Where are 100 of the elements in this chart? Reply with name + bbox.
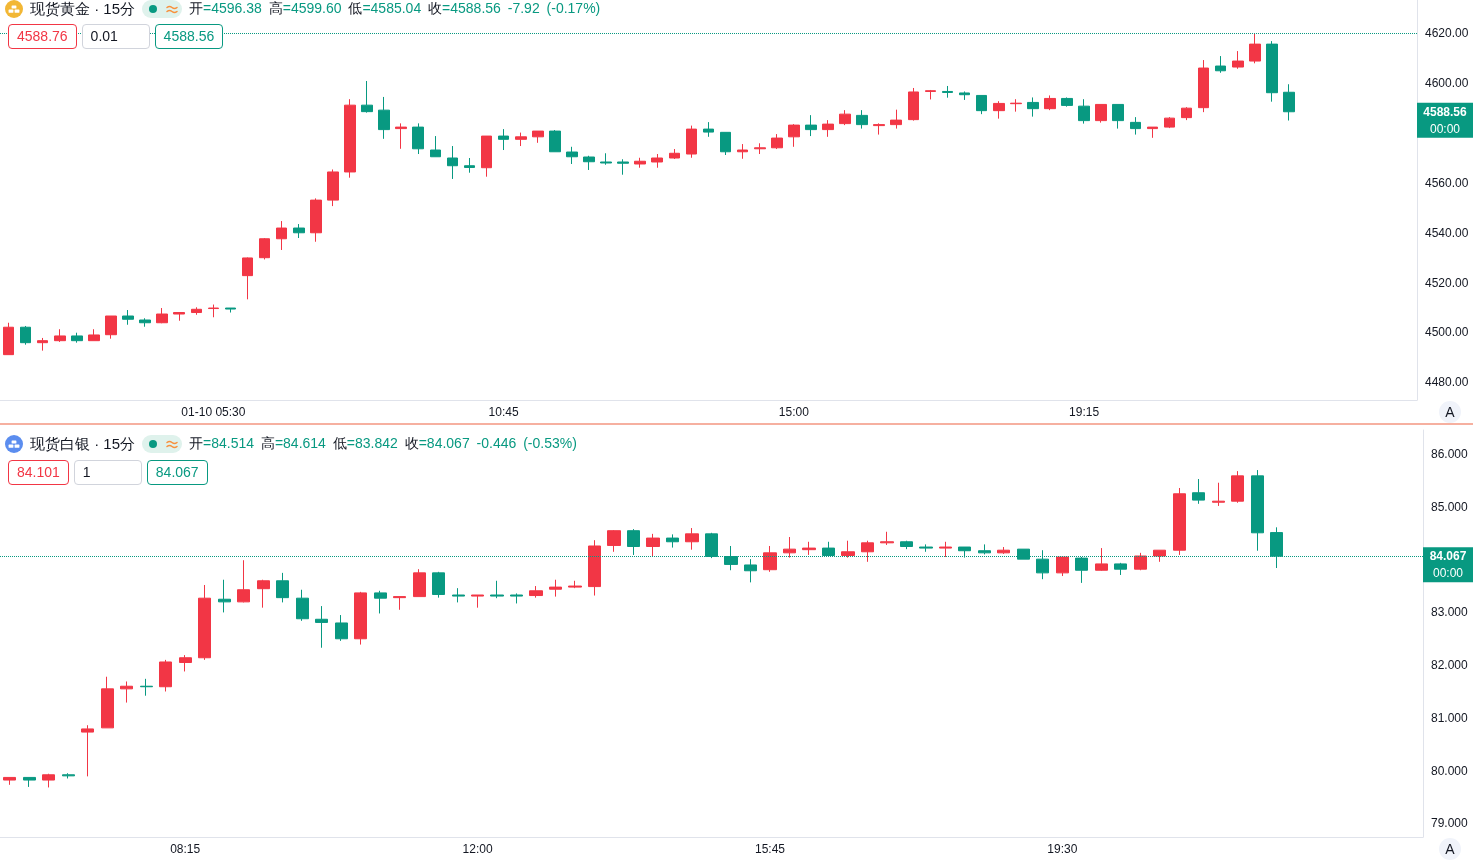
candlestick: [361, 80, 373, 114]
candlestick: [159, 659, 172, 692]
candlestick: [140, 678, 153, 697]
candlestick: [374, 590, 387, 614]
chart-title: 现货黄金 · 15分: [30, 0, 136, 19]
y-tick-label: 4560.00: [1425, 175, 1469, 190]
price-field: 84.067: [146, 460, 208, 485]
candlestick: [237, 559, 250, 603]
candlestick: [841, 540, 855, 559]
y-tick-label: 80.000: [1431, 763, 1469, 778]
candlestick: [802, 541, 816, 556]
price-field: 4588.76: [8, 24, 77, 49]
candlestick: [1010, 98, 1022, 113]
candlestick: [1153, 549, 1166, 563]
candlestick: [783, 536, 796, 559]
candlestick: [413, 568, 426, 598]
candlestick: [395, 122, 407, 150]
x-tick-label: 19:30: [1047, 842, 1078, 856]
candlestick: [549, 579, 562, 598]
text: 00:00: [1432, 566, 1464, 581]
y-tick-label: 4520.00: [1425, 275, 1469, 290]
candlestick: [191, 306, 202, 316]
y-tick-label: 4540.00: [1425, 225, 1469, 240]
candlestick: [120, 680, 133, 704]
candlestick: [685, 527, 699, 551]
quantity-field: 1: [73, 460, 142, 485]
text: 4588.56: [1423, 104, 1468, 119]
candlestick: [71, 332, 83, 344]
candlestick: [1130, 116, 1141, 136]
candlestick: [744, 558, 757, 583]
candlestick: [634, 157, 646, 169]
candlestick: [1212, 482, 1225, 507]
chart-subtitle: 开=84.514 高=84.614 低=83.842 收=84.067 -0.446 (-0.53%): [189, 435, 577, 453]
candlestick: [393, 596, 406, 611]
candlestick: [549, 129, 561, 153]
candlestick: [276, 572, 289, 603]
candlestick: [890, 109, 902, 130]
text: 00:00: [1429, 121, 1461, 136]
candlestick: [646, 533, 660, 558]
price-field: 4588.56: [154, 24, 224, 49]
candlestick: [179, 654, 192, 672]
candlestick: [498, 128, 509, 151]
candlestick: [23, 776, 36, 788]
candlestick: [588, 539, 601, 597]
candlestick: [1266, 40, 1278, 103]
candlestick: [788, 123, 800, 148]
candlestick: [1249, 32, 1261, 64]
candlestick: [583, 155, 595, 171]
candlestick: [763, 545, 777, 573]
candlestick: [296, 589, 309, 622]
candlestick: [1181, 106, 1192, 121]
candlestick: [1027, 96, 1039, 118]
candlestick: [566, 146, 578, 165]
round-button: A: [1439, 401, 1461, 423]
round-button: A: [1439, 838, 1461, 860]
text: 84.067: [1429, 549, 1467, 564]
candlestick: [532, 130, 544, 144]
candlestick: [62, 772, 75, 779]
candlestick: [959, 90, 970, 101]
candlestick: [1095, 547, 1108, 572]
y-tick-label: 82.000: [1431, 658, 1469, 673]
candlestick: [276, 220, 287, 251]
candlestick: [805, 114, 817, 137]
candlestick: [1044, 94, 1056, 111]
candlestick: [919, 543, 933, 553]
candlestick: [666, 533, 679, 549]
candlestick: [139, 317, 151, 328]
candlestick: [1251, 469, 1264, 552]
candlestick: [1283, 83, 1295, 122]
candlestick: [1215, 55, 1226, 74]
candlestick: [627, 528, 640, 556]
candlestick: [293, 223, 305, 239]
candlestick: [471, 594, 484, 609]
y-tick-label: 4500.00: [1425, 325, 1469, 340]
candlestick: [617, 158, 629, 176]
candlestick: [432, 571, 445, 599]
candlestick: [218, 579, 231, 613]
candlestick: [839, 109, 851, 126]
candlestick: [156, 307, 168, 324]
candlestick: [997, 546, 1010, 555]
y-tick-label: 86.000: [1431, 447, 1469, 462]
y-tick-label: 4480.00: [1425, 375, 1469, 390]
candlestick: [452, 587, 465, 603]
y-tick-label: 79.000: [1431, 816, 1469, 831]
candlestick: [754, 142, 766, 155]
candlestick: [242, 256, 253, 300]
x-tick-label: 10:45: [488, 405, 519, 419]
candlestick: [88, 328, 100, 342]
candlestick: [515, 132, 527, 147]
candlestick: [607, 529, 621, 553]
candlestick: [1056, 556, 1069, 577]
candlestick: [259, 237, 270, 260]
candlestick: [1147, 126, 1158, 139]
x-tick-label: 19:15: [1069, 405, 1100, 419]
candlestick: [703, 121, 714, 138]
candlestick: [354, 591, 367, 646]
candlestick: [651, 153, 663, 169]
candlestick: [1095, 103, 1107, 124]
candlestick: [771, 133, 783, 150]
candlestick: [257, 579, 270, 609]
